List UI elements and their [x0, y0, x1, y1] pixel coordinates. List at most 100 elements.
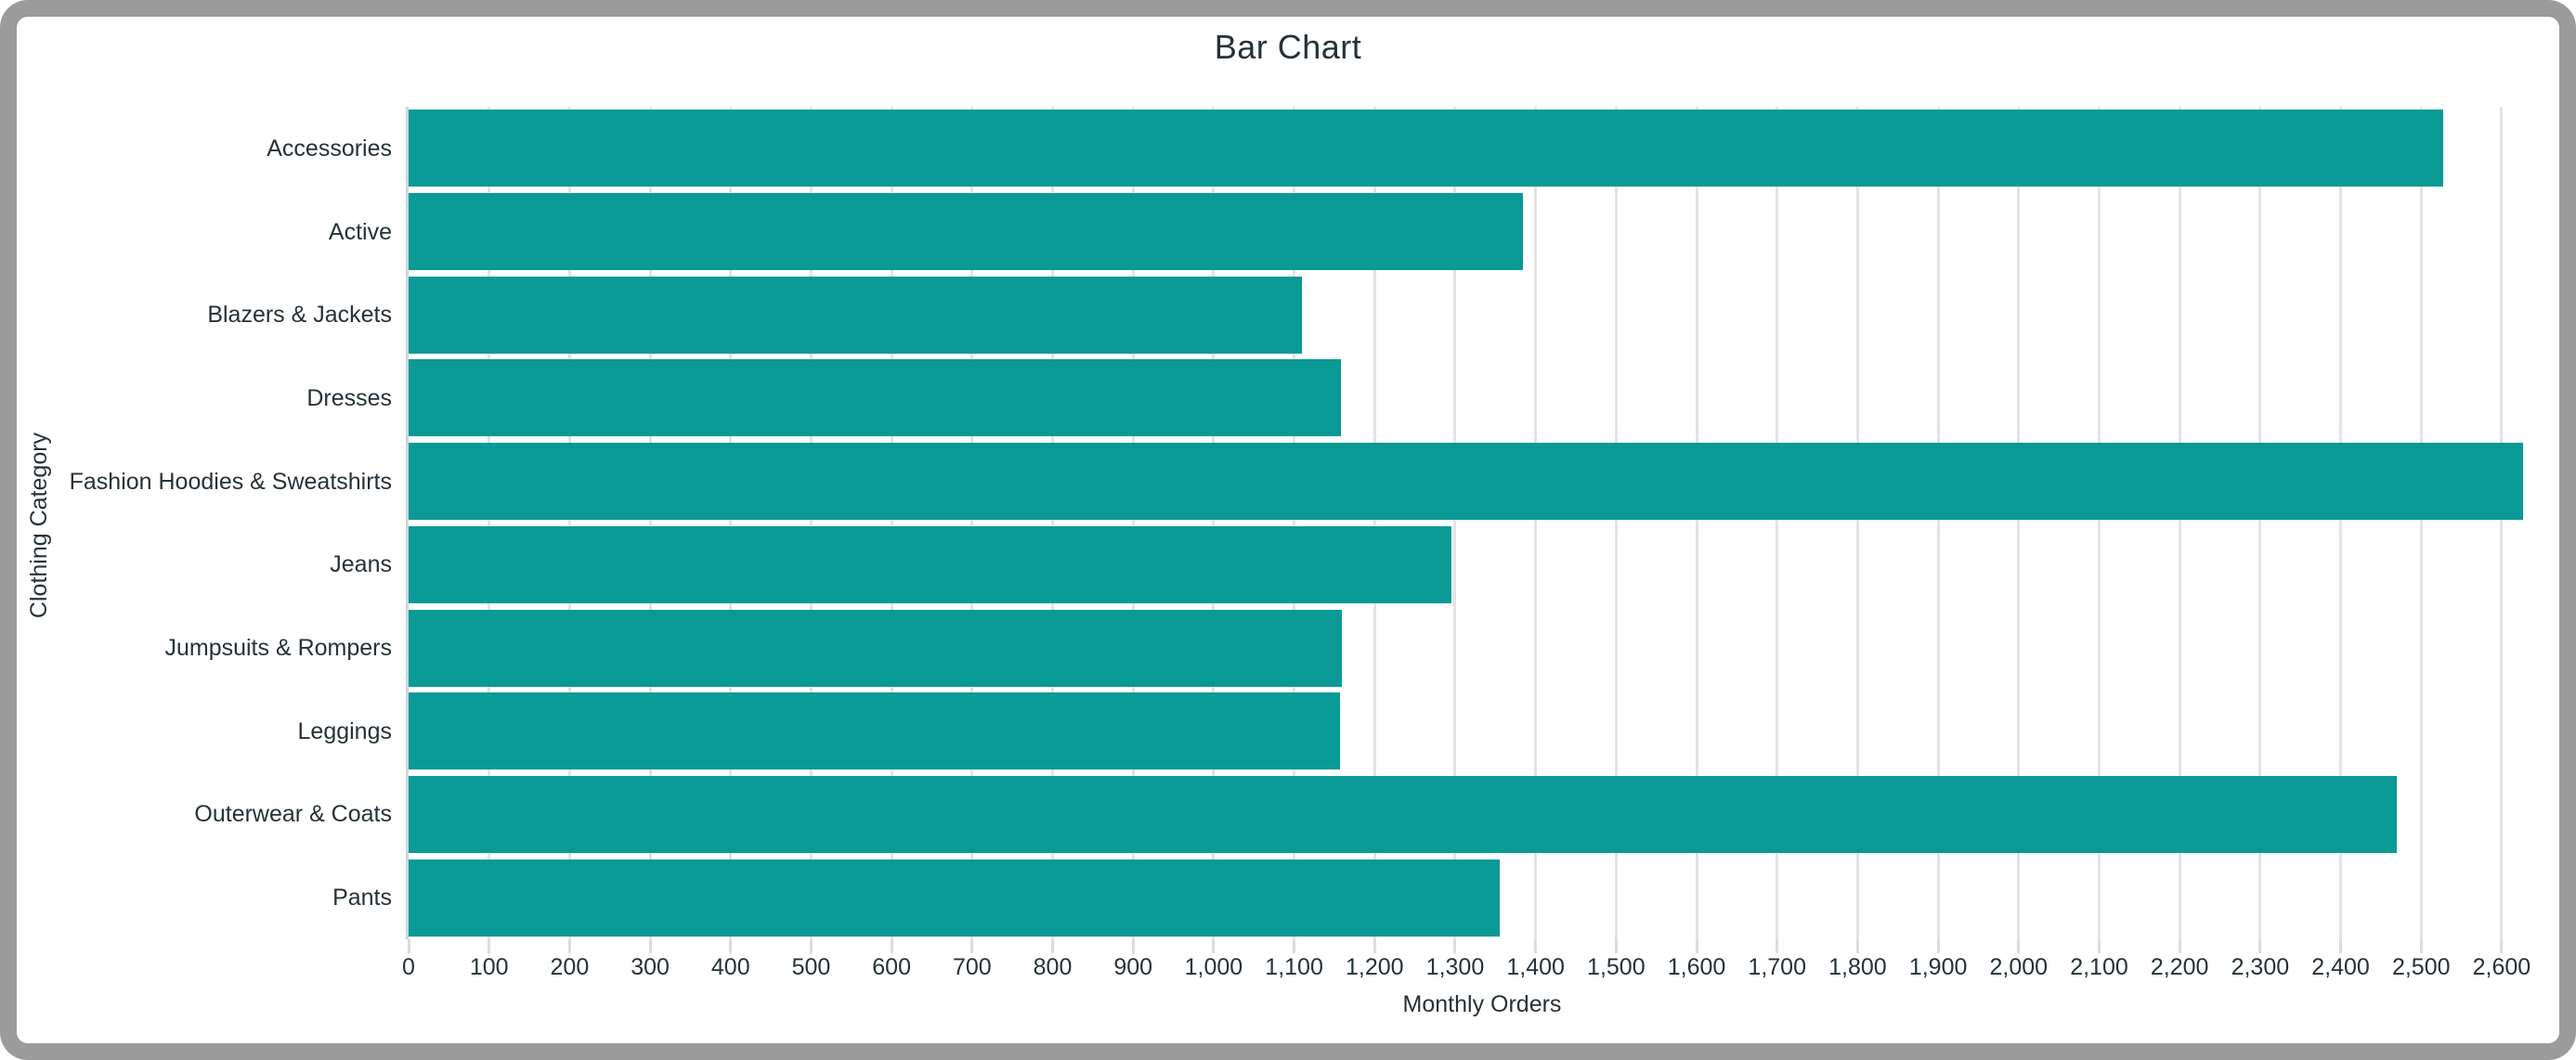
x-tick-label-2,500: 2,500	[2391, 954, 2451, 980]
gridline-900	[1131, 107, 1135, 939]
x-tick-label-100: 100	[469, 954, 509, 980]
x-tick-mark-2,500	[2419, 939, 2423, 953]
bar-jeans[interactable]	[409, 525, 1452, 603]
gridline-1,000	[1212, 107, 1216, 939]
bar-outerwear-coats[interactable]	[409, 775, 2398, 853]
plot-area	[406, 107, 2556, 939]
x-tick-mark-2,600	[2500, 939, 2504, 953]
x-tick-mark-1,400	[1534, 939, 1538, 953]
y-label-accessories: Accessories	[267, 135, 392, 162]
x-tick-mark-100	[488, 939, 491, 953]
y-label-blazers-jackets: Blazers & Jackets	[207, 302, 392, 329]
x-tick-mark-2,000	[2017, 939, 2021, 953]
x-tick-label-1,300: 1,300	[1425, 954, 1485, 980]
bar-blazers-jackets[interactable]	[409, 276, 1303, 354]
x-tick-label-900: 900	[1113, 954, 1153, 980]
x-tick-mark-0	[407, 939, 410, 953]
x-tick-label-1,900: 1,900	[1908, 954, 1968, 980]
bar-active[interactable]	[409, 193, 1523, 271]
bar-fashion-hoodies-sweatshirts[interactable]	[409, 443, 2524, 521]
gridline-400	[729, 107, 733, 939]
bar-pants[interactable]	[409, 859, 1500, 937]
x-tick-label-300: 300	[631, 954, 670, 980]
gridline-1,900	[1936, 107, 1940, 939]
bar-dresses[interactable]	[409, 359, 1341, 437]
chart-title: Bar Chart	[1214, 28, 1362, 66]
x-tick-label-0: 0	[402, 954, 415, 980]
y-label-dresses: Dresses	[306, 384, 392, 411]
gridline-1,500	[1614, 107, 1618, 939]
gridline-600	[890, 107, 893, 939]
gridline-2,000	[2017, 107, 2021, 939]
y-axis-title: Clothing Category	[26, 432, 52, 619]
x-tick-mark-1,100	[1293, 939, 1296, 953]
gridline-2,200	[2178, 107, 2181, 939]
gridline-500	[809, 107, 813, 939]
bar-accessories[interactable]	[409, 110, 2443, 187]
y-label-pants: Pants	[332, 885, 392, 911]
y-axis-line	[406, 107, 409, 939]
y-label-active: Active	[328, 218, 392, 245]
x-tick-label-2,200: 2,200	[2150, 954, 2209, 980]
gridline-2,600	[2500, 107, 2504, 939]
bar-jumpsuits-rompers[interactable]	[409, 609, 1342, 687]
gridline-2,100	[2097, 107, 2101, 939]
gridline-1,200	[1373, 107, 1376, 939]
x-tick-label-1,600: 1,600	[1667, 954, 1726, 980]
x-tick-label-200: 200	[550, 954, 590, 980]
y-label-fashion-hoodies-sweatshirts: Fashion Hoodies & Sweatshirts	[69, 468, 392, 495]
x-tick-label-400: 400	[710, 954, 750, 980]
x-tick-mark-600	[890, 939, 893, 953]
x-tick-mark-1,800	[1855, 939, 1859, 953]
gridline-800	[1051, 107, 1054, 939]
x-tick-label-2,300: 2,300	[2231, 954, 2290, 980]
x-tick-label-2,100: 2,100	[2070, 954, 2128, 980]
y-label-outerwear-coats: Outerwear & Coats	[194, 801, 392, 828]
x-tick-mark-300	[648, 939, 652, 953]
x-tick-mark-500	[809, 939, 813, 953]
x-tick-mark-900	[1131, 939, 1135, 953]
x-tick-mark-1,600	[1695, 939, 1698, 953]
x-tick-label-1,100: 1,100	[1265, 954, 1323, 980]
x-tick-mark-2,200	[2178, 939, 2181, 953]
gridline-1,700	[1776, 107, 1779, 939]
y-label-leggings: Leggings	[297, 717, 392, 744]
gridline-300	[648, 107, 652, 939]
x-tick-mark-1,700	[1776, 939, 1779, 953]
x-tick-mark-1,500	[1614, 939, 1618, 953]
gridline-1,100	[1293, 107, 1296, 939]
x-tick-mark-800	[1051, 939, 1054, 953]
y-label-jeans: Jeans	[330, 551, 392, 578]
x-tick-mark-700	[970, 939, 974, 953]
x-tick-mark-2,400	[2339, 939, 2343, 953]
gridline-2,400	[2339, 107, 2343, 939]
x-tick-label-1,400: 1,400	[1506, 954, 1565, 980]
x-tick-mark-400	[729, 939, 733, 953]
x-tick-mark-2,300	[2258, 939, 2262, 953]
x-tick-mark-200	[567, 939, 571, 953]
x-tick-label-1,800: 1,800	[1828, 954, 1887, 980]
gridline-1,600	[1695, 107, 1698, 939]
x-tick-label-2,600: 2,600	[2472, 954, 2531, 980]
gridline-100	[488, 107, 491, 939]
x-tick-mark-1,300	[1453, 939, 1457, 953]
y-label-jumpsuits-rompers: Jumpsuits & Rompers	[164, 635, 392, 662]
gridline-200	[567, 107, 571, 939]
gridline-700	[970, 107, 974, 939]
x-tick-label-500: 500	[791, 954, 831, 980]
gridline-2,500	[2419, 107, 2423, 939]
gridline-2,300	[2258, 107, 2262, 939]
x-tick-label-2,000: 2,000	[1989, 954, 2049, 980]
x-tick-mark-1,200	[1373, 939, 1376, 953]
x-axis-title: Monthly Orders	[1402, 991, 1562, 1017]
bar-leggings[interactable]	[409, 692, 1340, 770]
gridline-1,400	[1534, 107, 1538, 939]
x-tick-label-1,500: 1,500	[1587, 954, 1646, 980]
gridline-1,800	[1855, 107, 1859, 939]
x-tick-label-600: 600	[872, 954, 911, 980]
x-tick-mark-1,900	[1936, 939, 1940, 953]
x-tick-mark-1,000	[1212, 939, 1216, 953]
x-tick-label-700: 700	[952, 954, 992, 980]
gridline-1,300	[1453, 107, 1457, 939]
